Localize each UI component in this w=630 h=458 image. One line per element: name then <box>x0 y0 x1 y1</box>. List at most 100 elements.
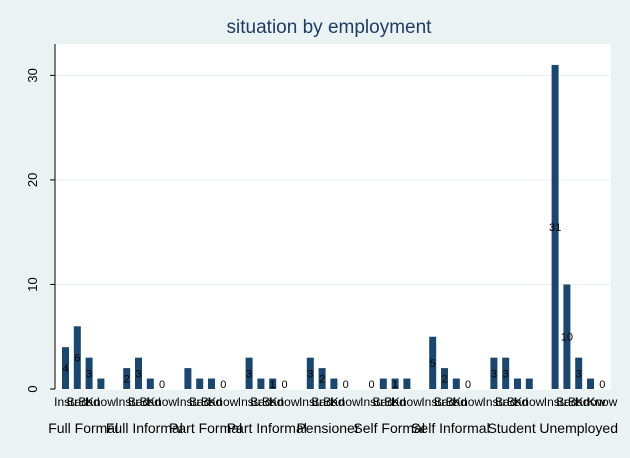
category-label: Insu <box>177 395 200 409</box>
data-label: 0 <box>281 379 287 391</box>
category-label: Bad <box>568 395 589 409</box>
group-label: Part Informal <box>227 420 307 436</box>
category-label: Insu <box>421 395 444 409</box>
group-label: Student <box>487 420 535 436</box>
category-label: Know <box>453 395 483 409</box>
data-label: 2 <box>124 374 130 386</box>
y-tick-label: 10 <box>25 277 40 291</box>
bar <box>123 368 131 389</box>
data-label: 2 <box>319 374 325 386</box>
category-label: Insu <box>238 395 261 409</box>
data-label: 0 <box>220 379 226 391</box>
category-label: Bad <box>311 395 332 409</box>
data-label: 3 <box>576 368 582 380</box>
category-label: Bad <box>384 395 405 409</box>
data-label: 1 <box>392 379 398 391</box>
bar <box>575 357 583 389</box>
y-tick-label: 20 <box>25 173 40 187</box>
bar <box>196 378 204 389</box>
category-label: Bad <box>201 395 222 409</box>
bar <box>551 64 559 389</box>
bar <box>318 368 326 389</box>
category-label: Bad <box>140 395 161 409</box>
bar <box>490 357 498 389</box>
category-label: Know <box>587 395 617 409</box>
category-label: Bad <box>495 395 516 409</box>
data-label: 0 <box>599 379 605 391</box>
category-label: Insu <box>299 395 322 409</box>
category-label: Bad <box>250 395 271 409</box>
bar <box>184 368 192 389</box>
data-label: 3 <box>246 368 252 380</box>
data-label: 3 <box>307 368 313 380</box>
data-label: 5 <box>430 358 436 370</box>
bar <box>306 357 314 389</box>
category-label: Bad <box>323 395 344 409</box>
bar <box>391 378 399 389</box>
plot-area <box>55 44 611 390</box>
bar <box>269 378 277 389</box>
data-label: 10 <box>561 332 573 344</box>
group-label: Self Informal <box>411 420 490 436</box>
category-label: Bad <box>373 395 394 409</box>
bar <box>514 378 521 389</box>
category-label: Bad <box>189 395 210 409</box>
bar <box>135 357 142 389</box>
group-label: Full Formal <box>48 420 118 436</box>
bar <box>85 357 93 389</box>
bar <box>62 347 69 389</box>
bar <box>587 378 594 389</box>
data-label: 3 <box>135 368 141 380</box>
bar <box>502 357 510 389</box>
category-label: Know <box>269 395 299 409</box>
category-label: Insu <box>360 395 383 409</box>
data-label: 4 <box>62 363 68 375</box>
bar <box>146 378 154 389</box>
data-label: 0 <box>343 379 349 391</box>
group-label: Full Informal <box>106 420 183 436</box>
bar <box>245 357 253 389</box>
category-label: Bad <box>446 395 467 409</box>
bar <box>73 326 81 389</box>
bar <box>429 336 437 389</box>
category-label: Bad <box>78 395 99 409</box>
data-label: 3 <box>503 368 509 380</box>
category-label: Insu <box>54 395 77 409</box>
data-label: 3 <box>86 368 92 380</box>
category-label: Insu <box>544 395 567 409</box>
bar <box>208 378 215 389</box>
category-label: Insu <box>483 395 506 409</box>
category-label: Bad <box>507 395 528 409</box>
y-tick-label: 0 <box>25 385 40 392</box>
category-label: Bad <box>556 395 577 409</box>
category-label: Bad <box>67 395 88 409</box>
category-label: Insu <box>115 395 138 409</box>
category-label: Know <box>208 395 238 409</box>
data-label: 6 <box>74 353 80 365</box>
category-label: Know <box>575 395 605 409</box>
category-label: Bad <box>128 395 149 409</box>
bar <box>330 378 338 389</box>
bar <box>97 378 105 389</box>
bar <box>441 368 448 389</box>
bar <box>257 378 265 389</box>
bar <box>403 378 411 389</box>
bar <box>452 378 460 389</box>
group-label: Self Formal <box>353 420 425 436</box>
data-label: 0 <box>368 379 374 391</box>
data-label: 31 <box>549 222 561 234</box>
y-tick-label: 30 <box>25 68 40 82</box>
group-label: Pensioner <box>296 420 359 436</box>
category-label: Bad <box>262 395 283 409</box>
category-label: Know <box>514 395 544 409</box>
data-label: 3 <box>491 368 497 380</box>
bar <box>525 378 533 389</box>
data-label: 1 <box>270 379 276 391</box>
data-label: 0 <box>465 379 471 391</box>
group-label: Unemployed <box>539 420 618 436</box>
category-label: Bad <box>434 395 455 409</box>
